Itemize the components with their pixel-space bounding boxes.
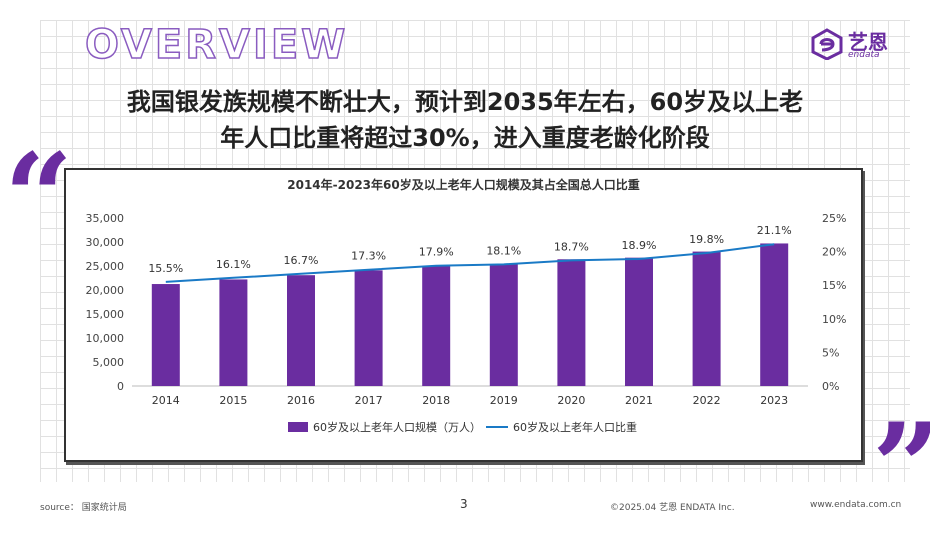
legend-line-label: 60岁及以上老年人口比重 — [513, 420, 637, 434]
x-tick-label: 2020 — [557, 394, 585, 407]
x-tick-label: 2022 — [693, 394, 721, 407]
bar-2023 — [760, 243, 789, 386]
y2-tick-label: 15% — [822, 279, 846, 292]
data-label-ratio: 15.5% — [148, 262, 183, 275]
x-tick-label: 2014 — [152, 394, 180, 407]
footer-url: www.endata.com.cn — [810, 500, 902, 510]
data-label-ratio: 16.7% — [284, 254, 319, 267]
y2-tick-label: 0% — [822, 380, 839, 393]
x-tick-label: 2023 — [760, 394, 788, 407]
data-label-ratio: 17.3% — [351, 250, 386, 263]
y-tick-label: 30,000 — [86, 236, 125, 249]
y-tick-label: 20,000 — [86, 284, 125, 297]
chart-title: 2014年-2023年60岁及以上老年人口规模及其占全国总人口比重 — [287, 178, 640, 192]
y2-tick-label: 10% — [822, 313, 846, 326]
x-tick-label: 2021 — [625, 394, 653, 407]
x-tick-label: 2016 — [287, 394, 315, 407]
data-label-ratio: 19.8% — [689, 233, 724, 246]
brand-name-en: endata — [848, 50, 880, 60]
bar-2019 — [489, 264, 518, 386]
headline-line-2: 年人口比重将超过30%，进入重度老龄化阶段 — [220, 124, 710, 152]
x-tick-label: 2015 — [219, 394, 247, 407]
x-tick-label: 2017 — [355, 394, 383, 407]
bar-2021 — [625, 257, 653, 386]
legend-bar-label: 60岁及以上老年人口规模（万人） — [313, 420, 481, 434]
y-tick-label: 15,000 — [86, 308, 125, 321]
bar-2016 — [287, 275, 315, 386]
open-quote-icon: “ — [4, 127, 74, 268]
close-quote-icon: ” — [872, 408, 930, 528]
data-label-ratio: 18.1% — [486, 244, 521, 257]
bar-2020 — [557, 259, 586, 386]
data-label-ratio: 16.1% — [216, 258, 251, 271]
headline: 我国银发族规模不断壮大，预计到2035年左右，60岁及以上老 年人口比重将超过3… — [40, 84, 890, 156]
ratio-line — [165, 243, 775, 283]
brand-logo: 艺恩 endata — [810, 24, 910, 64]
y-tick-label: 0 — [117, 380, 124, 393]
data-label-ratio: 18.7% — [554, 240, 589, 253]
bar-2018 — [422, 266, 451, 386]
bar-2022 — [692, 251, 721, 386]
y2-tick-label: 5% — [822, 346, 839, 359]
y2-tick-label: 20% — [822, 246, 846, 259]
x-tick-label: 2018 — [422, 394, 450, 407]
endata-logo-icon — [811, 28, 843, 60]
overview-heading: OVERVIEW — [84, 21, 349, 69]
brand-name-cn: 艺恩 — [848, 30, 888, 54]
legend-bar-swatch — [288, 422, 308, 432]
bar-2015 — [219, 279, 248, 386]
y2-tick-label: 25% — [822, 212, 846, 225]
data-label-ratio: 17.9% — [419, 246, 454, 259]
data-label-ratio: 21.1% — [757, 224, 792, 237]
headline-line-1: 我国银发族规模不断壮大，预计到2035年左右，60岁及以上老 — [126, 88, 804, 116]
footer-source: source： 国家统计局 — [40, 503, 127, 513]
y-tick-label: 35,000 — [86, 212, 125, 225]
bar-2014 — [151, 284, 180, 386]
y-tick-label: 10,000 — [86, 332, 125, 345]
y-tick-label: 5,000 — [93, 356, 125, 369]
footer-copyright: ©2025.04 艺恩 ENDATA Inc. — [610, 503, 735, 513]
x-tick-label: 2019 — [490, 394, 518, 407]
y-tick-label: 25,000 — [86, 260, 125, 273]
chart-panel: 2014年-2023年60岁及以上老年人口规模及其占全国总人口比重 0 5,000… — [64, 168, 863, 462]
bar-2017 — [354, 270, 383, 386]
data-label-ratio: 18.9% — [622, 239, 657, 252]
page-number: 3 — [460, 497, 468, 511]
chart-svg: 0 5,000 10,000 15,000 20,000 25,000 30,000 35,0… — [86, 212, 847, 434]
